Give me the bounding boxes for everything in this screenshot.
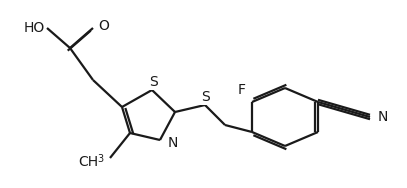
Text: S: S (150, 75, 158, 89)
Text: N: N (378, 110, 388, 124)
Text: CH: CH (78, 155, 98, 169)
Text: HO: HO (24, 21, 45, 35)
Text: 3: 3 (97, 154, 103, 164)
Text: S: S (201, 90, 210, 104)
Text: F: F (238, 83, 246, 97)
Text: O: O (98, 19, 109, 33)
Text: N: N (168, 136, 178, 150)
